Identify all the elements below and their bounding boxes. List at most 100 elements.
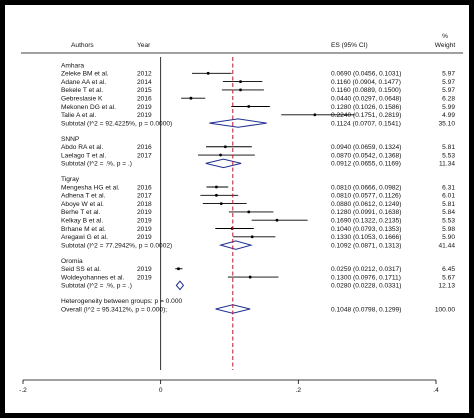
heterogeneity-label: Heterogeneity between groups: p = 0.000	[61, 298, 182, 305]
study-weight-label: 5.90	[442, 234, 455, 241]
study-weight-label: 6.28	[442, 96, 455, 103]
study-author-label: Berhe T et al.	[61, 209, 101, 216]
subtotal-diamond	[205, 158, 242, 169]
weight-header-percent: %	[442, 33, 448, 40]
study-year-label: 2019	[137, 218, 152, 225]
authors-header: Authors	[71, 42, 94, 49]
overall-es-label: 0.1048 (0.0798, 0.1299)	[331, 306, 401, 313]
subtotal-label: Subtotal (I^2 = 77.2942%, p = 0.0002)	[61, 242, 172, 249]
study-year-label: 2015	[137, 87, 152, 94]
overall-weight-label: 100.00	[435, 306, 456, 313]
subtotal-weight-label: 41.44	[438, 242, 455, 249]
study-weight-label: 5.81	[442, 201, 455, 208]
study-year-label: 2019	[137, 274, 152, 281]
study-es-label: 0.0810 (0.0666, 0.0982)	[331, 184, 401, 191]
subtotal-es-label: 0.1124 (0.0707, 0.1541)	[331, 120, 401, 127]
study-es-label: 0.0940 (0.0659, 0.1324)	[331, 144, 401, 151]
study-author-label: Kelkay B et al.	[61, 218, 103, 225]
study-point-marker	[219, 202, 223, 206]
study-year-label: 2019	[137, 104, 152, 111]
study-year-label: 2019	[137, 209, 152, 216]
study-es-label: 0.1160 (0.0904, 0.1477)	[331, 79, 401, 86]
study-weight-label: 5.67	[442, 274, 455, 281]
study-author-label: Brhane M et al.	[61, 226, 106, 233]
study-weight-label: 5.97	[442, 71, 455, 78]
study-author-label: Zeleke BM et al.	[61, 71, 109, 78]
study-es-label: 0.1280 (0.0991, 0.1638)	[331, 209, 401, 216]
study-author-label: Talie A et al.	[61, 112, 96, 119]
subtotal-weight-label: 35.10	[438, 120, 455, 127]
study-es-label: 0.1300 (0.0976, 0.1711)	[331, 274, 401, 281]
study-point-marker	[313, 113, 317, 117]
study-es-label: 0.2240 (0.1751, 0.2819)	[331, 112, 401, 119]
study-author-label: Seid SS et al.	[61, 266, 101, 273]
study-es-label: 0.0880 (0.0612, 0.1249)	[331, 201, 401, 208]
subtotal-es-label: 0.0912 (0.0655, 0.1169)	[331, 161, 401, 168]
subtotal-label: Subtotal (I^2 = .%, p = .)	[61, 283, 132, 290]
subtotal-es-label: 0.0280 (0.0228, 0.0331)	[331, 283, 401, 290]
subtotal-weight-label: 12.13	[438, 283, 455, 290]
study-year-label: 2019	[137, 234, 152, 241]
study-point-marker	[177, 267, 180, 271]
study-es-label: 0.0870 (0.0542, 0.1368)	[331, 152, 401, 159]
study-es-label: 0.1330 (0.1053, 0.1666)	[331, 234, 401, 241]
study-es-label: 0.1160 (0.0889, 0.1500)	[331, 87, 401, 94]
es-header: ES (95% CI)	[331, 42, 368, 49]
study-year-label: 2017	[137, 152, 152, 159]
study-point-marker	[239, 80, 242, 83]
study-point-marker	[223, 145, 227, 149]
weight-header: Weight	[435, 42, 456, 49]
group-name-label: Amhara	[61, 62, 84, 69]
study-point-marker	[250, 235, 254, 239]
year-header: Year	[137, 42, 151, 49]
study-es-label: 0.0259 (0.0212, 0.0317)	[331, 266, 401, 273]
group-name-label: Oromia	[61, 258, 83, 265]
study-point-marker	[248, 275, 252, 279]
study-point-marker	[206, 71, 210, 75]
subtotal-label: Subtotal (I^2 = 92.4225%, p = 0.0000)	[61, 120, 172, 127]
study-year-label: 2017	[137, 193, 152, 200]
study-weight-label: 6.31	[442, 184, 455, 191]
study-weight-label: 5.97	[442, 79, 455, 86]
study-es-label: 0.1040 (0.0793, 0.1353)	[331, 226, 401, 233]
study-year-label: 2019	[137, 266, 152, 273]
study-year-label: 2016	[137, 184, 152, 191]
subtotal-weight-label: 11.34	[439, 161, 455, 168]
subtotal-diamond	[209, 118, 267, 128]
study-es-label: 0.1280 (0.1026, 0.1586)	[331, 104, 401, 111]
study-author-label: Gebreslasie K	[61, 96, 103, 103]
study-author-label: Woldeyohannes et al.	[61, 274, 124, 281]
group-name-label: SNNP	[61, 136, 80, 143]
study-weight-label: 5.84	[442, 209, 455, 216]
study-year-label: 2016	[137, 96, 152, 103]
study-point-marker	[219, 153, 222, 157]
study-year-label: 2016	[137, 144, 152, 151]
group-name-label: Tigray	[61, 176, 80, 183]
study-author-label: Abdo RA et al.	[61, 144, 103, 151]
subtotal-es-label: 0.1092 (0.0871, 0.1313)	[331, 242, 401, 249]
x-axis-tick-label: .2	[296, 387, 302, 394]
study-year-label: 2019	[137, 112, 152, 119]
study-weight-label: 5.98	[442, 226, 455, 233]
chart-frame: % Authors Year ES (95% CI) Weight Amhara Zelek…	[5, 5, 469, 413]
study-point-marker	[247, 105, 251, 108]
subtotal-label: Subtotal (I^2 = .%, p = .)	[61, 161, 132, 168]
forest-plot: % Authors Year ES (95% CI) Weight Amhara Zelek…	[19, 33, 463, 394]
study-point-marker	[275, 218, 279, 222]
study-weight-label: 6.01	[442, 193, 455, 200]
study-point-marker	[239, 88, 242, 92]
study-author-label: Adhena T et al.	[61, 193, 106, 200]
study-point-marker	[215, 193, 218, 197]
study-author-label: Mekonen DG et al.	[61, 104, 116, 111]
study-weight-label: 4.99	[442, 112, 455, 119]
study-author-label: Laelago T et al.	[61, 152, 106, 159]
study-year-label: 2014	[137, 79, 152, 86]
study-es-label: 0.0810 (0.0577, 0.1126)	[331, 193, 401, 200]
study-weight-label: 6.45	[442, 266, 455, 273]
study-author-label: Aboye W et al.	[61, 201, 104, 208]
study-es-label: 0.1690 (0.1322, 0.2135)	[331, 218, 401, 225]
study-weight-label: 5.97	[442, 87, 455, 94]
study-author-label: Bekele T et al.	[61, 87, 103, 94]
study-weight-label: 5.81	[442, 144, 455, 151]
x-axis-tick-label: 0	[159, 387, 163, 394]
